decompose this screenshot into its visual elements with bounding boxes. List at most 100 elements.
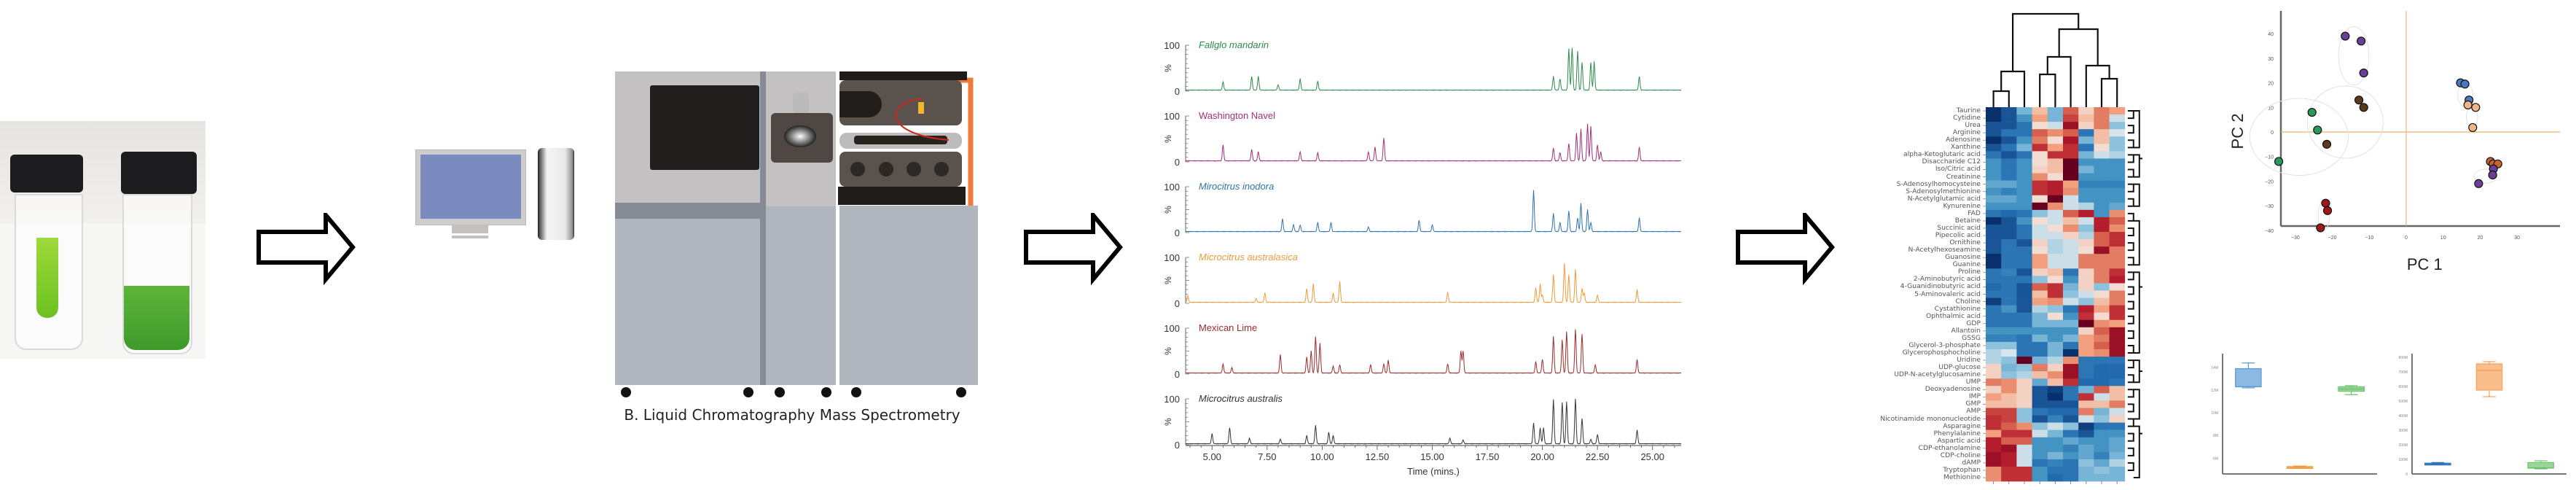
monitor-icon — [415, 149, 526, 225]
heatmap-row-label: Methionine — [1943, 473, 1981, 481]
svg-text:400M: 400M — [2398, 414, 2408, 419]
svg-text:100: 100 — [1164, 111, 1180, 122]
pca-point — [2321, 198, 2330, 208]
heatmap-row-label: 2-Aminobutyric acid — [1913, 275, 1981, 284]
svg-text:−30: −30 — [2265, 204, 2274, 209]
pca-axes: 40 30 20 10 0 −10 −20 −30 −40 −30 −20 −10 0 10 20 30 PC … — [2228, 11, 2560, 273]
svg-text:0: 0 — [1175, 86, 1180, 97]
svg-text:7.50: 7.50 — [1258, 451, 1276, 462]
svg-text:14M: 14M — [2211, 366, 2218, 370]
vial-right-cap — [121, 152, 197, 194]
pca-point — [2468, 122, 2478, 133]
svg-text:0: 0 — [2405, 472, 2408, 477]
heatmap-row-label: Tryptophan — [1943, 465, 1981, 474]
heatmap-row-label: N-Acetylhexoseamine — [1908, 246, 1981, 254]
svg-text:25.00: 25.00 — [1640, 451, 1664, 462]
heatmap-row-label: 5-Aminovaleric acid — [1914, 289, 1981, 298]
svg-text:0: 0 — [1175, 298, 1180, 309]
svg-text:0: 0 — [1175, 228, 1180, 238]
chromatogram-trace: 100 0% Fallglo mandarin — [1163, 39, 1682, 97]
svg-text:%: % — [1163, 276, 1173, 284]
svg-text:−30: −30 — [2291, 236, 2300, 241]
box-plot-group — [2475, 361, 2503, 397]
box-plot-group — [2424, 462, 2451, 466]
box-plot-1: 6M 8M 10M 12M 14M — [2211, 354, 2377, 475]
svg-text:%: % — [1163, 347, 1173, 355]
svg-text:−20: −20 — [2328, 236, 2337, 241]
heatmap-row-label: Guanine — [1952, 260, 1981, 269]
svg-text:40: 40 — [2268, 32, 2274, 37]
svg-text:%: % — [1163, 135, 1173, 143]
svg-text:100: 100 — [1164, 394, 1180, 405]
heatmap-row-label: AMP — [1966, 407, 1981, 416]
heatmap-row-label: CDP-choline — [1940, 451, 1981, 459]
lcms-instrument-illustration: B. Liquid Chromatography Mass Spectromet… — [606, 44, 978, 430]
box-plot-group — [2527, 460, 2554, 470]
svg-text:100: 100 — [1164, 40, 1180, 51]
vial-right-liquid — [124, 286, 189, 350]
monitor-stand — [452, 225, 488, 233]
heatmap-row-label: Uridine — [1957, 356, 1981, 365]
heatmap-row-label: UDP-N-acetylglucosamine — [1894, 370, 1981, 379]
trace-label: Mexican Lime — [1199, 322, 1257, 333]
svg-text:15.00: 15.00 — [1420, 451, 1444, 462]
heatmap-row-label: S-Adenosylhomocysteine — [1896, 179, 1981, 188]
heatmap-row-label: CDP-ethanolamine — [1918, 443, 1981, 452]
heatmap-cells — [1983, 12, 2142, 485]
pca-point — [2313, 125, 2322, 135]
heatmap-chart: Taurine Cytidine Urea Arginine Adenosine Xant… — [1807, 0, 2142, 490]
svg-text:8M: 8M — [2213, 434, 2218, 438]
svg-text:0: 0 — [2405, 236, 2408, 241]
heatmap-row-label: Asparagine — [1943, 421, 1981, 430]
heatmap-row-label: dAMP — [1962, 458, 1981, 467]
heatmap-row-label: Betaine — [1954, 216, 1981, 225]
svg-text:10.00: 10.00 — [1310, 451, 1334, 462]
svg-text:10M: 10M — [2211, 411, 2218, 416]
svg-text:5.00: 5.00 — [1203, 451, 1221, 462]
heatmap-row-label: Phenylalanine — [1933, 429, 1981, 438]
svg-text:300M: 300M — [2398, 429, 2408, 433]
vial-left — [15, 194, 83, 350]
heatmap-row-label: Adenosine — [1946, 136, 1981, 144]
svg-text:500M: 500M — [2398, 400, 2408, 404]
chromatogram-trace: 100 0% Mexican Lime — [1163, 322, 1681, 380]
heatmap-row-label: GSSG — [1962, 333, 1981, 342]
arrow-right-icon — [257, 213, 356, 286]
heatmap-row-label: Urea — [1965, 121, 1981, 130]
pca-point — [2322, 139, 2332, 149]
heatmap-row-label: Kynurenine — [1943, 201, 1981, 210]
heatmap-row-label: IMP — [1968, 392, 1981, 401]
column-dendrogram — [1992, 12, 2118, 107]
heatmap-row-label: Ophthalmic acid — [1925, 311, 1981, 320]
svg-text:17.50: 17.50 — [1476, 451, 1500, 462]
trace-label: Microcitrus australasica — [1199, 252, 1298, 262]
pca-scatter-plot: 40 30 20 10 0 −10 −20 −30 −40 −30 −20 −10 0 10 20 30 PC … — [2228, 11, 2560, 273]
pca-point — [2471, 103, 2481, 112]
pca-point — [2322, 206, 2333, 215]
heatmap-row-label: Disaccharide C12 — [1922, 158, 1981, 166]
pca-point — [2357, 36, 2366, 46]
svg-text:20.00: 20.00 — [1530, 451, 1554, 462]
heatmap-row-label: 4-Guanidinobutyric acid — [1900, 282, 1981, 291]
heatmap-row-label: Nicotinamide mononucleotide — [1880, 414, 1981, 423]
pca-point — [2488, 170, 2497, 180]
chromatogram-chart: 100 0% Fallglo mandarin 100 0% Washington Nav… — [1163, 39, 1682, 477]
svg-text:0: 0 — [1175, 157, 1180, 168]
heatmap-row-label: Pipecolic acid — [1935, 231, 1981, 240]
box-plot-group — [2286, 465, 2314, 470]
svg-text:22.50: 22.50 — [1586, 451, 1610, 462]
trace-label: Microcitrus australis — [1199, 393, 1283, 404]
svg-text:600M: 600M — [2398, 385, 2408, 389]
svg-text:12.50: 12.50 — [1366, 451, 1390, 462]
trace-label: Mirocitrus inodora — [1199, 181, 1274, 192]
vial-left-cap — [10, 155, 83, 192]
svg-text:20: 20 — [2268, 82, 2274, 87]
chromatogram-trace: 100 0% Washington Navel — [1163, 110, 1682, 168]
heatmap-row-label: UMP — [1965, 378, 1981, 386]
heatmap-row-label: FAD — [1968, 209, 1981, 217]
chromatogram-trace: 100 0% Mirocitrus inodora — [1163, 181, 1682, 238]
time-axis: 5.00 7.50 10.00 12.50 15.00 17.50 20.00 22.50 25… — [1186, 445, 1681, 477]
pca-point — [2359, 103, 2368, 112]
heatmap-row-label: Glycerophosphocholine — [1902, 348, 1981, 357]
svg-text:−10: −10 — [2365, 236, 2373, 241]
